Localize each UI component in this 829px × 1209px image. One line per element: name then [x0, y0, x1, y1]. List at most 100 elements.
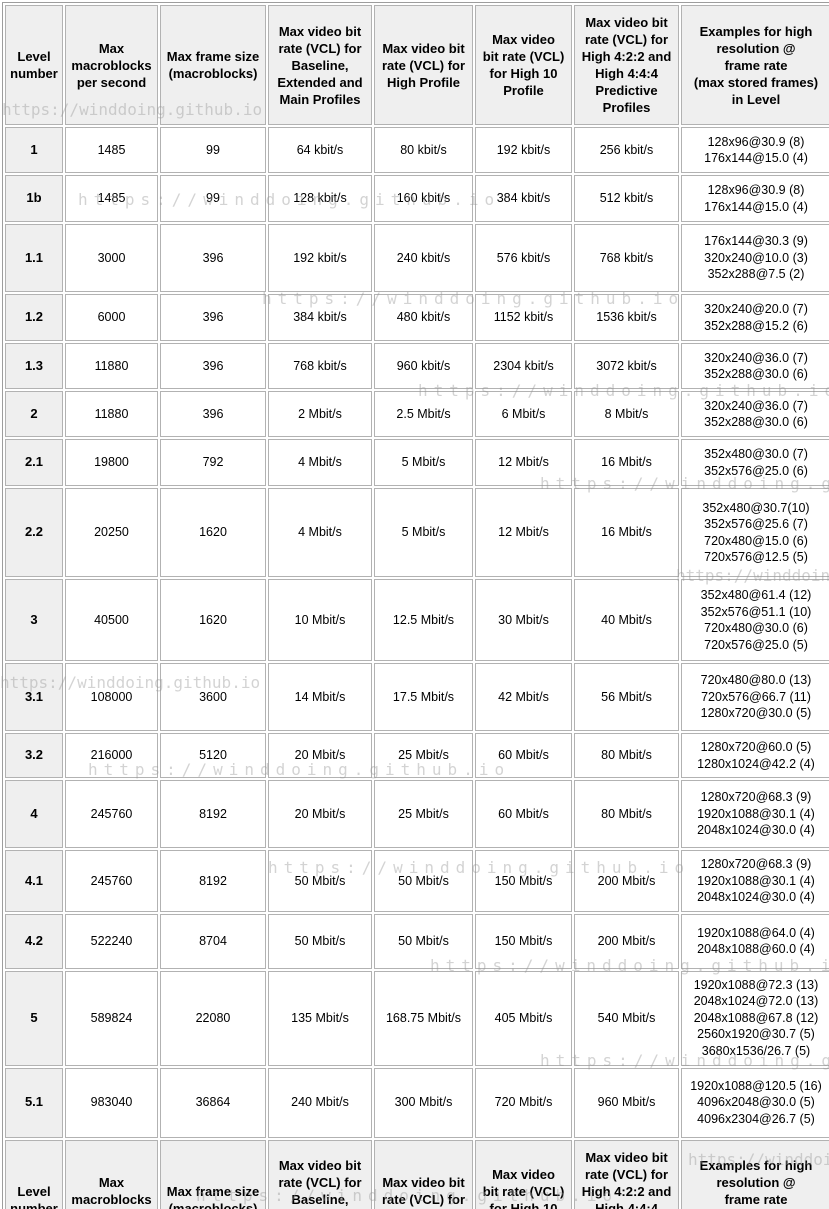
table-row-level-4.2: 4.2 522240 8704 50 Mbit/s 50 Mbit/s 150 Mbit/… — [5, 913, 829, 969]
table-row-level-2.2: 2.2 20250 1620 4 Mbit/s 5 Mbit/s 12 Mbit/s 16 … — [5, 488, 829, 577]
bitrate-high10-cell: 6 Mbit/s — [475, 391, 572, 437]
bitrate-high-cell: 5 Mbit/s — [374, 488, 473, 577]
max-macroblocks-per-second-cell: 40500 — [65, 579, 158, 661]
max-macroblocks-per-second-cell: 19800 — [65, 439, 158, 486]
bitrate-baseline-extended-main-cell: 14 Mbit/s — [268, 663, 372, 731]
bitrate-high-cell: 960 kbit/s — [374, 343, 473, 389]
table-row-level-1.2: 1.2 6000 396 384 kbit/s 480 kbit/s 1152 kbit/… — [5, 294, 829, 341]
bitrate-high422-444-cell: 40 Mbit/s — [574, 579, 679, 661]
max-frame-size-cell: 396 — [160, 343, 266, 389]
bitrate-baseline-extended-main-cell: 128 kbit/s — [268, 175, 372, 222]
bitrate-high10-cell: 2304 kbit/s — [475, 343, 572, 389]
bitrate-high422-444-cell: 768 kbit/s — [574, 224, 679, 292]
level-cell: 3.2 — [5, 733, 63, 778]
table-row-level-4: 4 245760 8192 20 Mbit/s 25 Mbit/s 60 Mbit/s 80… — [5, 780, 829, 848]
bitrate-high10-cell: 405 Mbit/s — [475, 970, 572, 1066]
footer-cell-bitrate-high10: Max video bit rate (VCL) for High 10 Pro… — [475, 1139, 572, 1209]
bitrate-high-cell: 168.75 Mbit/s — [374, 970, 473, 1066]
examples-cell: 1280x720@60.0 (5) 1280x1024@42.2 (4) — [681, 733, 829, 778]
max-macroblocks-per-second-cell: 589824 — [65, 970, 158, 1066]
level-cell: 1.3 — [5, 343, 63, 389]
bitrate-high422-444-cell: 1536 kbit/s — [574, 294, 679, 341]
max-macroblocks-per-second-cell: 3000 — [65, 224, 158, 292]
examples-cell: 352x480@30.0 (7) 352x576@25.0 (6) — [681, 439, 829, 486]
bitrate-high10-cell: 60 Mbit/s — [475, 733, 572, 778]
bitrate-high422-444-cell: 960 Mbit/s — [574, 1067, 679, 1138]
level-cell: 5 — [5, 970, 63, 1066]
bitrate-high10-cell: 1152 kbit/s — [475, 294, 572, 341]
bitrate-high422-444-cell: 256 kbit/s — [574, 127, 679, 173]
bitrate-high422-444-cell: 200 Mbit/s — [574, 850, 679, 912]
bitrate-high-cell: 80 kbit/s — [374, 127, 473, 173]
max-frame-size-cell: 5120 — [160, 733, 266, 778]
header-cell-bitrate-baseline-extended-main: Max video bit rate (VCL) for Baseline, E… — [268, 5, 372, 125]
bitrate-high10-cell: 150 Mbit/s — [475, 913, 572, 969]
bitrate-high10-cell: 720 Mbit/s — [475, 1067, 572, 1138]
footer-cell-bitrate-high422-444: Max video bit rate (VCL) for High 4:2:2 … — [574, 1139, 679, 1209]
bitrate-high-cell: 17.5 Mbit/s — [374, 663, 473, 731]
examples-cell: 720x480@80.0 (13) 720x576@66.7 (11) 1280… — [681, 663, 829, 731]
max-macroblocks-per-second-cell: 1485 — [65, 175, 158, 222]
max-frame-size-cell: 99 — [160, 175, 266, 222]
header-cell-max-macroblocks-per-second: Max macroblocks per second — [65, 5, 158, 125]
header-cell-bitrate-high10: Max video bit rate (VCL) for High 10 Pro… — [475, 5, 572, 125]
bitrate-high-cell: 50 Mbit/s — [374, 913, 473, 969]
examples-cell: 176x144@30.3 (9) 320x240@10.0 (3) 352x28… — [681, 224, 829, 292]
header-cell-bitrate-high: Max video bit rate (VCL) for High Profil… — [374, 5, 473, 125]
examples-cell: 320x240@36.0 (7) 352x288@30.0 (6) — [681, 391, 829, 437]
examples-cell: 1920x1088@72.3 (13) 2048x1024@72.0 (13) … — [681, 970, 829, 1066]
level-cell: 1b — [5, 175, 63, 222]
table-row-level-3.1: 3.1 108000 3600 14 Mbit/s 17.5 Mbit/s 42 Mbit… — [5, 663, 829, 731]
level-cell: 3.1 — [5, 663, 63, 731]
table-row-level-3: 3 40500 1620 10 Mbit/s 12.5 Mbit/s 30 Mbit/s 4… — [5, 579, 829, 661]
table-row-level-2.1: 2.1 19800 792 4 Mbit/s 5 Mbit/s 12 Mbit/s 16 M… — [5, 439, 829, 486]
bitrate-high422-444-cell: 540 Mbit/s — [574, 970, 679, 1066]
max-macroblocks-per-second-cell: 522240 — [65, 913, 158, 969]
max-frame-size-cell: 8192 — [160, 850, 266, 912]
bitrate-baseline-extended-main-cell: 192 kbit/s — [268, 224, 372, 292]
max-frame-size-cell: 792 — [160, 439, 266, 486]
table-row-level-5: 5 589824 22080 135 Mbit/s 168.75 Mbit/s 405 M… — [5, 970, 829, 1066]
bitrate-high10-cell: 60 Mbit/s — [475, 780, 572, 848]
table-row-level-1.3: 1.3 11880 396 768 kbit/s 960 kbit/s 2304 kbit… — [5, 343, 829, 389]
bitrate-high-cell: 25 Mbit/s — [374, 733, 473, 778]
max-macroblocks-per-second-cell: 983040 — [65, 1067, 158, 1138]
header-cell-level-number: Level number — [5, 5, 63, 125]
header-row: Level number Max macroblocks per second Ma… — [5, 5, 829, 125]
bitrate-baseline-extended-main-cell: 2 Mbit/s — [268, 391, 372, 437]
level-cell: 4.2 — [5, 913, 63, 969]
bitrate-high-cell: 480 kbit/s — [374, 294, 473, 341]
bitrate-baseline-extended-main-cell: 50 Mbit/s — [268, 850, 372, 912]
bitrate-baseline-extended-main-cell: 20 Mbit/s — [268, 733, 372, 778]
bitrate-high422-444-cell: 8 Mbit/s — [574, 391, 679, 437]
max-macroblocks-per-second-cell: 108000 — [65, 663, 158, 731]
max-frame-size-cell: 36864 — [160, 1067, 266, 1138]
examples-cell: 128x96@30.9 (8) 176x144@15.0 (4) — [681, 127, 829, 173]
max-frame-size-cell: 99 — [160, 127, 266, 173]
examples-cell: 352x480@61.4 (12) 352x576@51.1 (10) 720x… — [681, 579, 829, 661]
max-frame-size-cell: 22080 — [160, 970, 266, 1066]
footer-cell-level-number: Level number — [5, 1139, 63, 1209]
table-row-level-3.2: 3.2 216000 5120 20 Mbit/s 25 Mbit/s 60 Mbit/s… — [5, 733, 829, 778]
bitrate-baseline-extended-main-cell: 50 Mbit/s — [268, 913, 372, 969]
level-cell: 2.1 — [5, 439, 63, 486]
level-cell: 4 — [5, 780, 63, 848]
level-cell: 4.1 — [5, 850, 63, 912]
bitrate-baseline-extended-main-cell: 10 Mbit/s — [268, 579, 372, 661]
bitrate-high422-444-cell: 16 Mbit/s — [574, 439, 679, 486]
max-frame-size-cell: 8192 — [160, 780, 266, 848]
max-macroblocks-per-second-cell: 1485 — [65, 127, 158, 173]
level-cell: 2 — [5, 391, 63, 437]
table-header: Level number Max macroblocks per second Ma… — [5, 5, 829, 125]
bitrate-baseline-extended-main-cell: 64 kbit/s — [268, 127, 372, 173]
bitrate-baseline-extended-main-cell: 768 kbit/s — [268, 343, 372, 389]
examples-cell: 1280x720@68.3 (9) 1920x1088@30.1 (4) 204… — [681, 780, 829, 848]
table-row-level-1: 1 1485 99 64 kbit/s 80 kbit/s 192 kbit/s 256 k… — [5, 127, 829, 173]
bitrate-high10-cell: 150 Mbit/s — [475, 850, 572, 912]
max-macroblocks-per-second-cell: 11880 — [65, 391, 158, 437]
max-macroblocks-per-second-cell: 245760 — [65, 850, 158, 912]
